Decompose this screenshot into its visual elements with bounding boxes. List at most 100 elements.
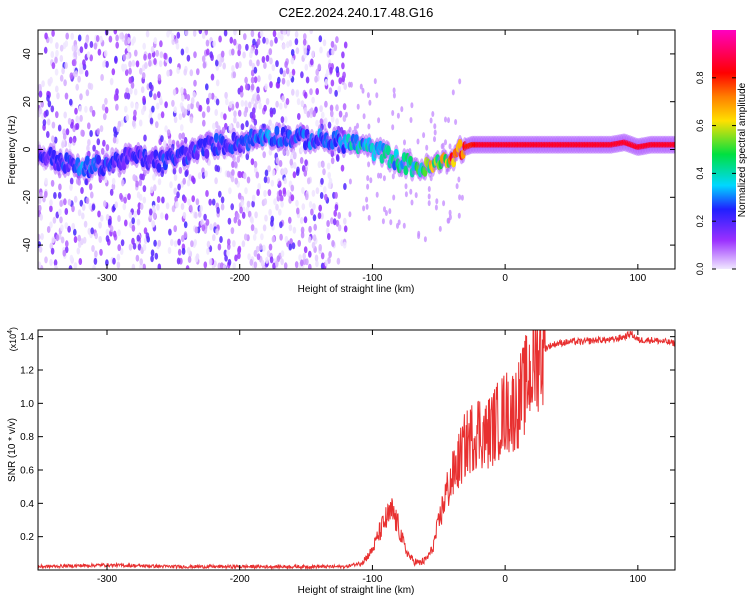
x-tick-label: -100 [362, 574, 382, 585]
noise-speckle [250, 83, 255, 91]
noise-speckle [271, 235, 276, 243]
noise-speckle [233, 110, 237, 118]
noise-speckle [100, 214, 104, 222]
noise-speckle [335, 36, 339, 44]
noise-speckle [311, 96, 315, 104]
noise-speckle [87, 139, 91, 146]
noise-speckle [168, 138, 172, 146]
noise-speckle [368, 99, 372, 106]
noise-speckle [343, 217, 347, 225]
noise-speckle [318, 35, 323, 43]
noise-speckle [105, 235, 110, 243]
noise-speckle [210, 92, 215, 100]
noise-speckle [81, 203, 86, 211]
noise-speckle [183, 68, 187, 76]
noise-speckle [205, 190, 209, 197]
noise-speckle [262, 151, 267, 159]
noise-speckle [253, 76, 258, 84]
noise-speckle [256, 94, 261, 101]
noise-speckle [425, 144, 429, 151]
noise-speckle [88, 202, 93, 210]
noise-speckle [281, 42, 286, 50]
noise-speckle [269, 110, 274, 118]
noise-speckle [366, 175, 370, 182]
noise-speckle [186, 179, 191, 187]
noise-speckle [330, 40, 335, 48]
colorbar-tick-label: 0.6 [695, 119, 705, 132]
noise-speckle [149, 186, 154, 194]
noise-speckle [73, 228, 77, 236]
noise-speckle [187, 198, 191, 206]
noise-speckle [250, 158, 255, 166]
snr-multiplier-base: (x10 [8, 334, 18, 352]
noise-speckle [130, 81, 135, 89]
noise-speckle [79, 93, 83, 101]
noise-speckle [220, 203, 225, 211]
noise-speckle [240, 90, 244, 98]
noise-speckle [49, 221, 53, 229]
noise-speckle [183, 196, 187, 204]
noise-speckle [206, 48, 210, 56]
noise-speckle [236, 121, 240, 129]
noise-speckle [285, 98, 290, 105]
noise-speckle [327, 121, 332, 129]
noise-speckle [49, 258, 53, 266]
noise-speckle [52, 216, 57, 224]
noise-speckle [341, 62, 345, 70]
noise-speckle [107, 218, 112, 226]
noise-speckle [151, 220, 155, 228]
noise-speckle [309, 30, 313, 35]
noise-speckle [243, 110, 248, 118]
noise-speckle [114, 201, 118, 209]
noise-speckle [244, 187, 248, 195]
noise-speckle [212, 234, 216, 242]
y-tick-label: 1.0 [20, 399, 34, 410]
noise-speckle [263, 62, 267, 69]
noise-speckle [251, 194, 256, 202]
noise-speckle [150, 46, 155, 53]
noise-speckle [189, 116, 194, 124]
noise-speckle [223, 113, 227, 121]
noise-speckle [366, 183, 370, 190]
noise-speckle [78, 258, 83, 265]
noise-speckle [220, 196, 225, 204]
noise-speckle [356, 122, 359, 129]
noise-speckle [192, 30, 197, 37]
noise-speckle [180, 124, 184, 132]
noise-speckle [290, 57, 295, 65]
noise-speckle [252, 38, 256, 46]
noise-speckle [149, 117, 154, 125]
noise-speckle [304, 63, 309, 71]
noise-speckle [205, 83, 209, 91]
noise-speckle [441, 142, 445, 149]
noise-speckle [212, 40, 216, 48]
noise-speckle [275, 60, 279, 68]
noise-speckle [40, 100, 44, 108]
noise-speckle [315, 187, 320, 195]
noise-speckle [102, 60, 106, 68]
noise-speckle [448, 143, 452, 150]
noise-speckle [410, 199, 414, 206]
noise-speckle [255, 245, 260, 253]
noise-speckle [164, 101, 168, 109]
noise-speckle [186, 247, 191, 254]
noise-speckle [206, 247, 210, 255]
noise-speckle [237, 109, 242, 117]
noise-speckle [122, 53, 127, 61]
noise-speckle [184, 170, 188, 178]
noise-speckle [99, 125, 104, 133]
noise-speckle [46, 226, 51, 233]
noise-speckle [303, 107, 308, 115]
noise-speckle [279, 67, 284, 75]
noise-speckle [277, 76, 281, 84]
noise-speckle [153, 239, 157, 247]
noise-speckle [330, 110, 334, 118]
noise-speckle [193, 239, 197, 247]
noise-speckle [49, 36, 53, 44]
noise-speckle [172, 88, 177, 96]
noise-speckle [284, 235, 289, 243]
noise-speckle [131, 237, 135, 245]
noise-speckle [80, 187, 84, 194]
noise-speckle [195, 101, 200, 109]
